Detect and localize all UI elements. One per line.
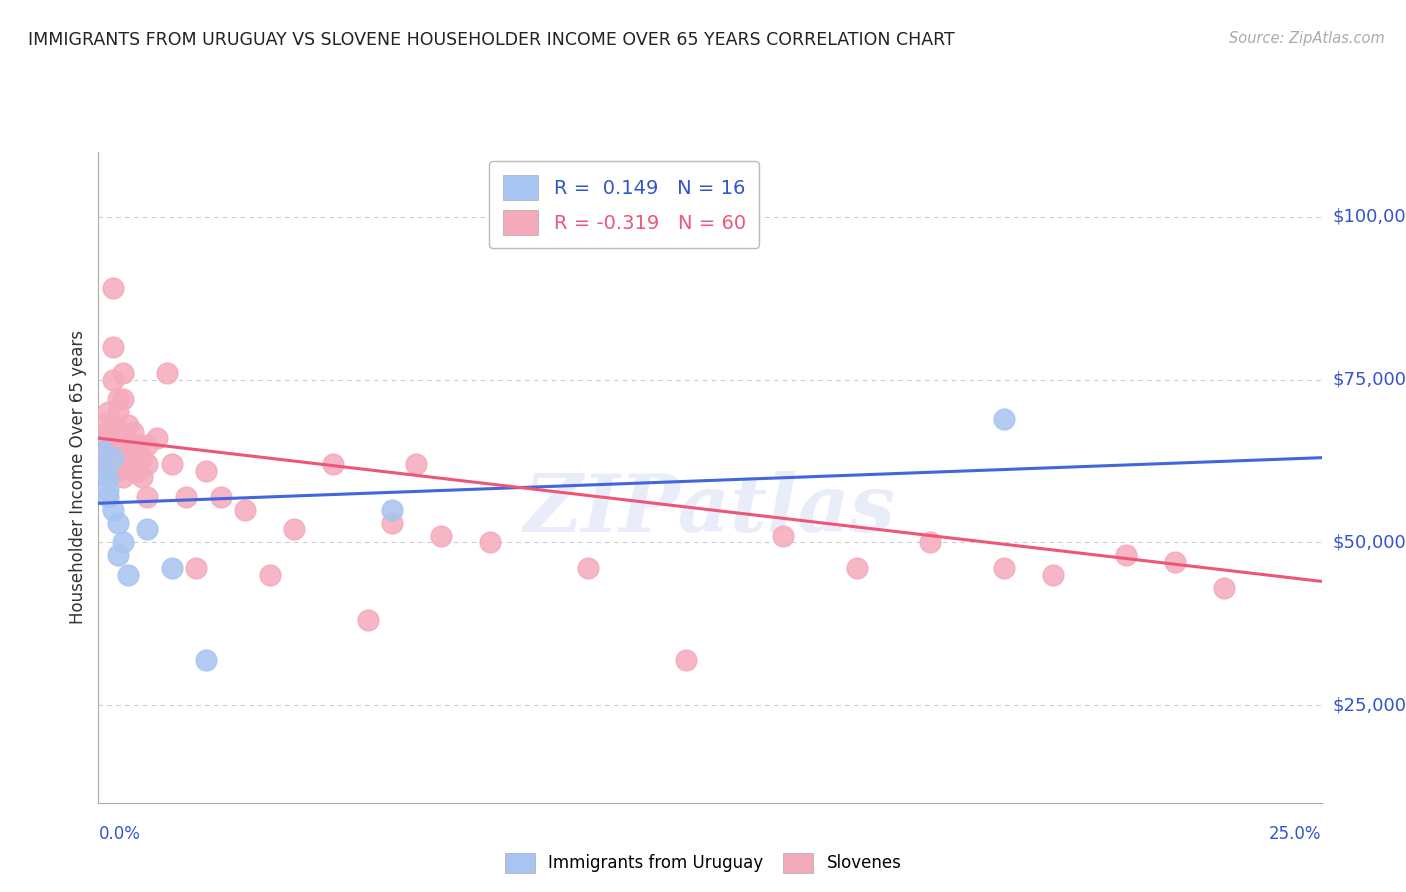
Point (127, 437, 149, 451)
Point (176, 490, 198, 504)
Point (845, 561, 868, 575)
Point (111, 392, 134, 406)
Point (993, 561, 1015, 575)
Point (131, 450, 153, 465)
Point (111, 425, 134, 439)
Point (117, 418, 139, 433)
Point (993, 411, 1015, 425)
Point (91, 418, 114, 433)
Point (259, 568, 281, 582)
Point (107, 425, 129, 439)
Point (136, 522, 159, 536)
Point (131, 470, 153, 484)
Point (97, 483, 120, 498)
Point (111, 450, 134, 465)
Point (430, 529, 453, 543)
Text: 0.0%: 0.0% (98, 825, 141, 843)
Point (97, 405, 120, 419)
Point (127, 464, 149, 478)
Point (920, 535, 942, 549)
Legend: Immigrants from Uruguay, Slovenes: Immigrants from Uruguay, Slovenes (498, 847, 908, 880)
Point (107, 405, 129, 419)
Text: $75,000: $75,000 (1333, 370, 1406, 389)
Point (121, 444, 143, 458)
Point (136, 437, 159, 451)
Text: Source: ZipAtlas.com: Source: ZipAtlas.com (1229, 31, 1385, 46)
Point (160, 457, 183, 471)
Point (101, 373, 124, 387)
Point (91, 437, 114, 451)
Point (107, 549, 129, 563)
Point (233, 502, 256, 516)
Point (107, 444, 129, 458)
Point (283, 522, 305, 536)
Point (136, 457, 159, 471)
Point (101, 450, 124, 465)
Point (1042, 568, 1064, 582)
Point (97, 425, 120, 439)
Point (1164, 555, 1187, 569)
Point (111, 366, 134, 380)
Point (97, 470, 120, 484)
Point (101, 418, 124, 433)
Point (478, 535, 501, 549)
Point (356, 614, 378, 628)
Text: $25,000: $25,000 (1333, 696, 1406, 714)
Point (322, 457, 344, 471)
Point (121, 425, 143, 439)
Point (91, 457, 114, 471)
Point (117, 444, 139, 458)
Text: $50,000: $50,000 (1333, 533, 1406, 551)
Point (405, 457, 427, 471)
Point (107, 516, 129, 530)
Point (381, 502, 404, 516)
Text: IMMIGRANTS FROM URUGUAY VS SLOVENE HOUSEHOLDER INCOME OVER 65 YEARS CORRELATION : IMMIGRANTS FROM URUGUAY VS SLOVENE HOUSE… (28, 31, 955, 49)
Point (146, 431, 169, 445)
Legend: R =  0.149   N = 16, R = -0.319   N = 60: R = 0.149 N = 16, R = -0.319 N = 60 (489, 161, 759, 248)
Point (101, 281, 124, 295)
Point (195, 464, 218, 478)
Point (91, 444, 114, 458)
Point (675, 652, 697, 666)
Point (117, 568, 139, 582)
Text: 25.0%: 25.0% (1270, 825, 1322, 843)
Point (209, 490, 232, 504)
Point (772, 529, 794, 543)
Point (107, 464, 129, 478)
Point (195, 652, 218, 666)
Point (1212, 581, 1234, 595)
Point (160, 561, 183, 575)
Point (111, 535, 134, 549)
Point (121, 464, 143, 478)
Point (97, 444, 120, 458)
Point (381, 516, 404, 530)
Point (101, 502, 124, 516)
Text: ZIPatlas: ZIPatlas (524, 471, 896, 549)
Point (107, 392, 129, 406)
Point (97, 457, 120, 471)
Point (101, 450, 124, 465)
Point (186, 561, 208, 575)
Point (576, 561, 599, 575)
Point (111, 470, 134, 484)
Point (156, 366, 179, 380)
Y-axis label: Householder Income Over 65 years: Householder Income Over 65 years (69, 330, 87, 624)
Text: $100,000: $100,000 (1333, 208, 1406, 226)
Point (97, 490, 120, 504)
Point (91, 464, 114, 478)
Point (101, 340, 124, 354)
Point (1115, 549, 1137, 563)
Point (136, 490, 159, 504)
